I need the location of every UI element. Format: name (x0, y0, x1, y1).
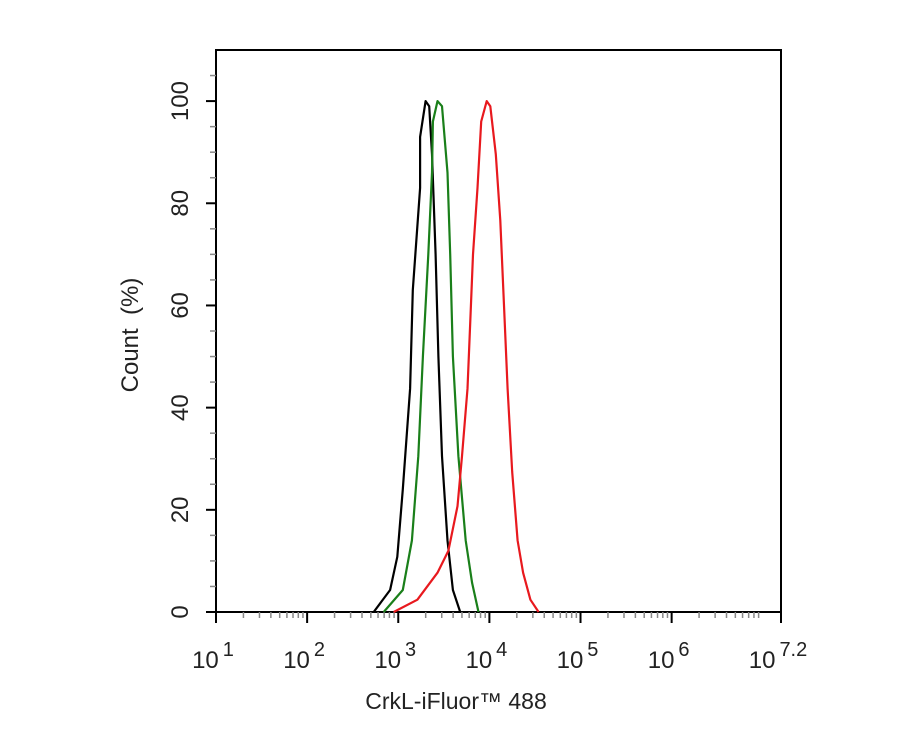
x-tick-labels: 10 1 10 2 10 3 10 4 10 5 10 6 10 7.2 (192, 639, 807, 674)
major-ticks (206, 100, 782, 623)
x-tick-label: 10 7.2 (749, 639, 808, 674)
series-line-2 (382, 99, 480, 613)
x-tick-label: 10 2 (283, 639, 325, 674)
x-tick-label: 10 1 (192, 639, 234, 674)
series-line-1 (372, 99, 462, 613)
series-lines (372, 99, 540, 613)
minor-ticks (210, 74, 760, 618)
y-tick-label: 80 (167, 190, 194, 217)
y-tick-label: 20 (167, 496, 194, 523)
x-tick-label: 10 6 (648, 639, 690, 674)
plot-frame (215, 49, 782, 613)
y-tick-label: 0 (167, 605, 194, 618)
series-line-3 (393, 99, 540, 613)
y-axis-label: Count (%) (117, 278, 144, 393)
x-tick-label: 10 4 (465, 639, 507, 674)
y-tick-labels: 0 20 40 60 80 100 (167, 81, 194, 619)
x-tick-label: 10 3 (374, 639, 416, 674)
x-tick-label: 10 5 (557, 639, 599, 674)
x-axis-label: CrkL-iFluor™ 488 (365, 688, 547, 714)
y-tick-label: 40 (167, 394, 194, 421)
y-tick-label: 100 (167, 81, 194, 121)
y-tick-label: 60 (167, 292, 194, 319)
